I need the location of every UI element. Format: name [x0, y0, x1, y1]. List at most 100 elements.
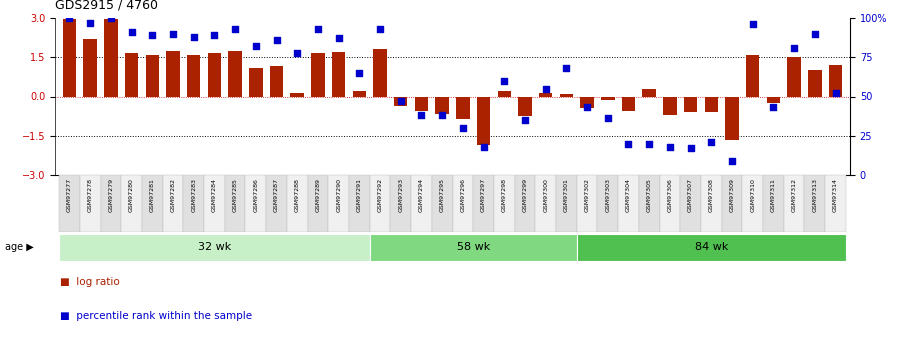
- Text: GSM97293: GSM97293: [398, 178, 404, 212]
- Bar: [62, 19, 76, 97]
- Bar: [100, 175, 121, 232]
- Bar: [187, 55, 200, 97]
- Text: GSM97284: GSM97284: [212, 178, 217, 212]
- Bar: [204, 175, 224, 232]
- Point: [270, 37, 284, 43]
- Bar: [767, 97, 780, 103]
- Bar: [142, 175, 163, 232]
- Text: GSM97281: GSM97281: [150, 178, 155, 212]
- Bar: [473, 175, 494, 232]
- Bar: [311, 53, 325, 97]
- Bar: [332, 52, 346, 97]
- Text: GSM97280: GSM97280: [129, 178, 134, 212]
- Bar: [576, 175, 597, 232]
- Bar: [721, 175, 742, 232]
- Text: GSM97292: GSM97292: [377, 178, 383, 212]
- Text: 84 wk: 84 wk: [695, 243, 728, 253]
- Text: GSM97307: GSM97307: [688, 178, 693, 212]
- Point: [497, 78, 511, 83]
- Bar: [643, 89, 656, 97]
- Text: GSM97294: GSM97294: [419, 178, 424, 212]
- Bar: [104, 19, 118, 97]
- Point: [290, 50, 304, 55]
- Bar: [390, 175, 411, 232]
- Text: 58 wk: 58 wk: [457, 243, 490, 253]
- Bar: [83, 39, 97, 97]
- Bar: [349, 175, 369, 232]
- Bar: [146, 55, 159, 97]
- Bar: [373, 49, 386, 97]
- Bar: [414, 97, 428, 111]
- Text: GSM97285: GSM97285: [233, 178, 238, 212]
- Text: age ▶: age ▶: [5, 243, 33, 253]
- Bar: [763, 175, 784, 232]
- Bar: [369, 234, 576, 262]
- Point: [145, 32, 159, 38]
- Text: GSM97304: GSM97304: [626, 178, 631, 212]
- Text: GSM97279: GSM97279: [109, 178, 113, 212]
- Point: [621, 141, 635, 146]
- Point: [786, 45, 801, 51]
- Bar: [121, 175, 142, 232]
- Bar: [515, 175, 536, 232]
- Point: [455, 125, 470, 131]
- Text: GSM97277: GSM97277: [67, 178, 72, 212]
- Bar: [576, 234, 846, 262]
- Bar: [477, 97, 491, 145]
- Bar: [163, 175, 184, 232]
- Point: [331, 36, 346, 41]
- Bar: [559, 94, 573, 97]
- Point: [580, 105, 595, 110]
- Bar: [369, 175, 390, 232]
- Bar: [435, 97, 449, 114]
- Bar: [353, 91, 366, 97]
- Text: GDS2915 / 4760: GDS2915 / 4760: [55, 0, 158, 11]
- Bar: [59, 234, 369, 262]
- Bar: [622, 97, 635, 111]
- Point: [124, 29, 138, 35]
- Point: [746, 21, 760, 27]
- Bar: [660, 175, 681, 232]
- Text: GSM97308: GSM97308: [709, 178, 714, 212]
- Bar: [539, 92, 552, 97]
- Point: [166, 31, 180, 37]
- Point: [83, 20, 98, 26]
- Text: GSM97282: GSM97282: [170, 178, 176, 212]
- Bar: [456, 97, 470, 119]
- Bar: [291, 92, 304, 97]
- Bar: [536, 175, 556, 232]
- Point: [352, 70, 367, 76]
- Bar: [184, 175, 204, 232]
- Point: [704, 139, 719, 145]
- Bar: [829, 65, 843, 97]
- Bar: [207, 53, 221, 97]
- Bar: [519, 97, 532, 116]
- Text: GSM97287: GSM97287: [274, 178, 279, 212]
- Point: [476, 144, 491, 149]
- Point: [207, 32, 222, 38]
- Text: GSM97298: GSM97298: [501, 178, 507, 212]
- Bar: [787, 57, 801, 97]
- Bar: [639, 175, 660, 232]
- Bar: [266, 175, 287, 232]
- Text: GSM97290: GSM97290: [336, 178, 341, 212]
- Bar: [681, 175, 701, 232]
- Bar: [597, 175, 618, 232]
- Bar: [452, 175, 473, 232]
- Point: [559, 66, 574, 71]
- Point: [104, 15, 119, 21]
- Bar: [308, 175, 329, 232]
- Point: [518, 117, 532, 123]
- Text: GSM97295: GSM97295: [440, 178, 444, 212]
- Text: GSM97301: GSM97301: [564, 178, 569, 212]
- Text: GSM97303: GSM97303: [605, 178, 610, 212]
- Bar: [245, 175, 266, 232]
- Bar: [580, 97, 594, 108]
- Point: [394, 98, 408, 104]
- Bar: [125, 53, 138, 97]
- Text: GSM97299: GSM97299: [522, 178, 528, 212]
- Bar: [701, 175, 721, 232]
- Text: GSM97305: GSM97305: [647, 178, 652, 212]
- Text: GSM97312: GSM97312: [792, 178, 796, 212]
- Bar: [784, 175, 805, 232]
